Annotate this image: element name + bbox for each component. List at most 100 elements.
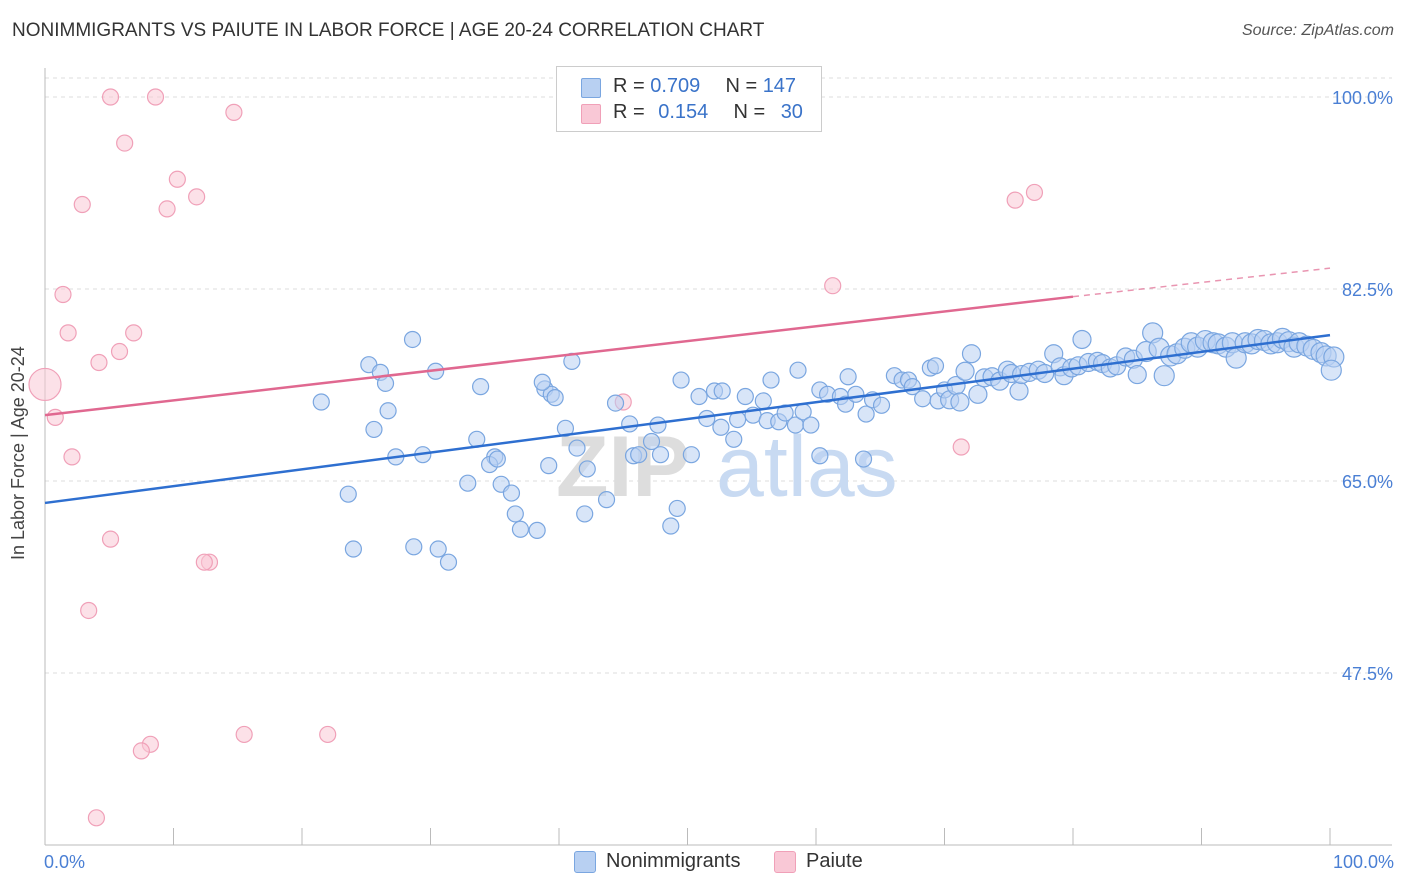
trend-lines [44,267,1331,505]
nonimmigrants-point [662,517,680,535]
paiute-point [319,725,337,744]
paiute-point [125,324,143,342]
paiute-point [146,88,165,106]
nonimmigrants-point [649,416,667,434]
paiute-point [63,448,81,466]
legend-swatch-blue [581,78,601,98]
nonimmigrants-point [857,405,875,423]
paiute-point [59,324,77,342]
nonimmigrants-point [405,538,423,556]
nonimmigrants-point [506,505,524,523]
paiute-point [101,88,120,106]
n-value-nonimmigrants: 147 [762,75,797,97]
nonimmigrants-point [540,457,558,475]
nonimmigrants-point [712,418,730,436]
y-tick-label: 65.0% [1342,472,1393,492]
paiute-point [87,809,106,827]
nonimmigrants-point [344,540,362,558]
nonimmigrants-point [668,499,686,518]
paiute-points [28,88,1044,827]
n-label: N = [725,75,758,97]
paiute-point [46,408,64,426]
nonimmigrants-point [754,392,772,410]
nonimmigrants-point [488,450,506,468]
source-label: Source: ZipAtlas.com [1241,22,1394,39]
correlation-legend: R = 0.709 N = 147 R = 0.154 N = 30 [556,66,822,132]
nonimmigrants-point [429,540,447,558]
paiute-point [952,438,970,456]
nonimmigrants-point [621,415,639,433]
nonimmigrants-point [955,361,975,381]
y-tick-label: 100.0% [1332,88,1393,108]
y-axis-label: In Labor Force | Age 20-24 [8,346,28,560]
legend-swatch-paiute [774,850,796,873]
n-label: N = [733,101,766,123]
nonimmigrants-point [736,387,754,406]
nonimmigrants-point [502,484,521,502]
nonimmigrants-point [568,439,586,457]
nonimmigrants-point [472,378,490,396]
paiute-point [1006,191,1024,209]
legend-item-nonimmigrants: Nonimmigrants [574,850,740,873]
nonimmigrants-point [802,416,820,434]
y-tick-label: 47.5% [1342,664,1393,684]
paiute-point [28,367,62,402]
r-value-nonimmigrants: 0.709 [650,75,701,97]
nonimmigrants-point [725,430,743,448]
paiute-point [90,353,108,372]
legend-label-paiute: Paiute [806,850,863,872]
nonimmigrants-trend-line [44,333,1331,505]
legend-swatch-pink [581,104,601,124]
nonimmigrants-point [1320,359,1342,381]
paiute-point [101,530,120,548]
paiute-point [73,195,91,214]
nonimmigrants-point [606,394,625,412]
y-tick-label: 82.5% [1342,280,1393,300]
nonimmigrants-point [690,387,708,406]
nonimmigrants-point [528,521,546,539]
paiute-point [80,601,98,620]
paiute-point [132,742,150,760]
nonimmigrants-point [914,390,932,408]
legend-swatch-nonimmigrants [574,850,596,873]
nonimmigrants-point [365,420,383,439]
paiute-point [116,134,134,152]
legend-item-paiute: Paiute [774,850,863,873]
nonimmigrants-point [1072,329,1092,350]
nonimmigrants-point [533,373,551,391]
nonimmigrants-point [776,404,794,422]
nonimmigrants-point [872,396,891,414]
nonimmigrants-point [1153,365,1175,387]
y-tick-labels: 47.5% 65.0% 82.5% 100.0% [1332,88,1393,684]
r-label: R = [613,75,645,97]
nonimmigrants-point [762,371,780,389]
paiute-point [1025,183,1044,202]
nonimmigrants-point [576,505,594,523]
paiute-point [195,553,213,571]
watermark-atlas: atlas [716,419,898,515]
paiute-point [824,277,842,295]
nonimmigrants-point [713,382,731,400]
nonimmigrants-point [339,485,357,503]
paiute-point [54,285,72,304]
nonimmigrants-point [642,432,661,451]
paiute-point [235,725,253,744]
paiute-point [168,170,186,188]
nonimmigrants-point [1127,364,1147,385]
nonimmigrants-point [961,344,982,364]
nonimmigrants-point [546,389,564,407]
watermark-zip: ZIP [556,419,690,515]
nonimmigrants-point [847,385,865,403]
nonimmigrants-point [839,368,857,386]
nonimmigrants-point [1009,381,1029,401]
legend-label-nonimmigrants: Nonimmigrants [606,850,741,872]
r-label: R = [613,101,645,123]
nonimmigrants-point [556,419,575,437]
n-value-paiute: 30 [780,101,803,123]
nonimmigrants-point [789,361,807,379]
nonimmigrants-point [950,392,970,412]
nonimmigrants-point [854,450,873,468]
nonimmigrants-point [682,446,700,464]
paiute-point [225,103,243,121]
